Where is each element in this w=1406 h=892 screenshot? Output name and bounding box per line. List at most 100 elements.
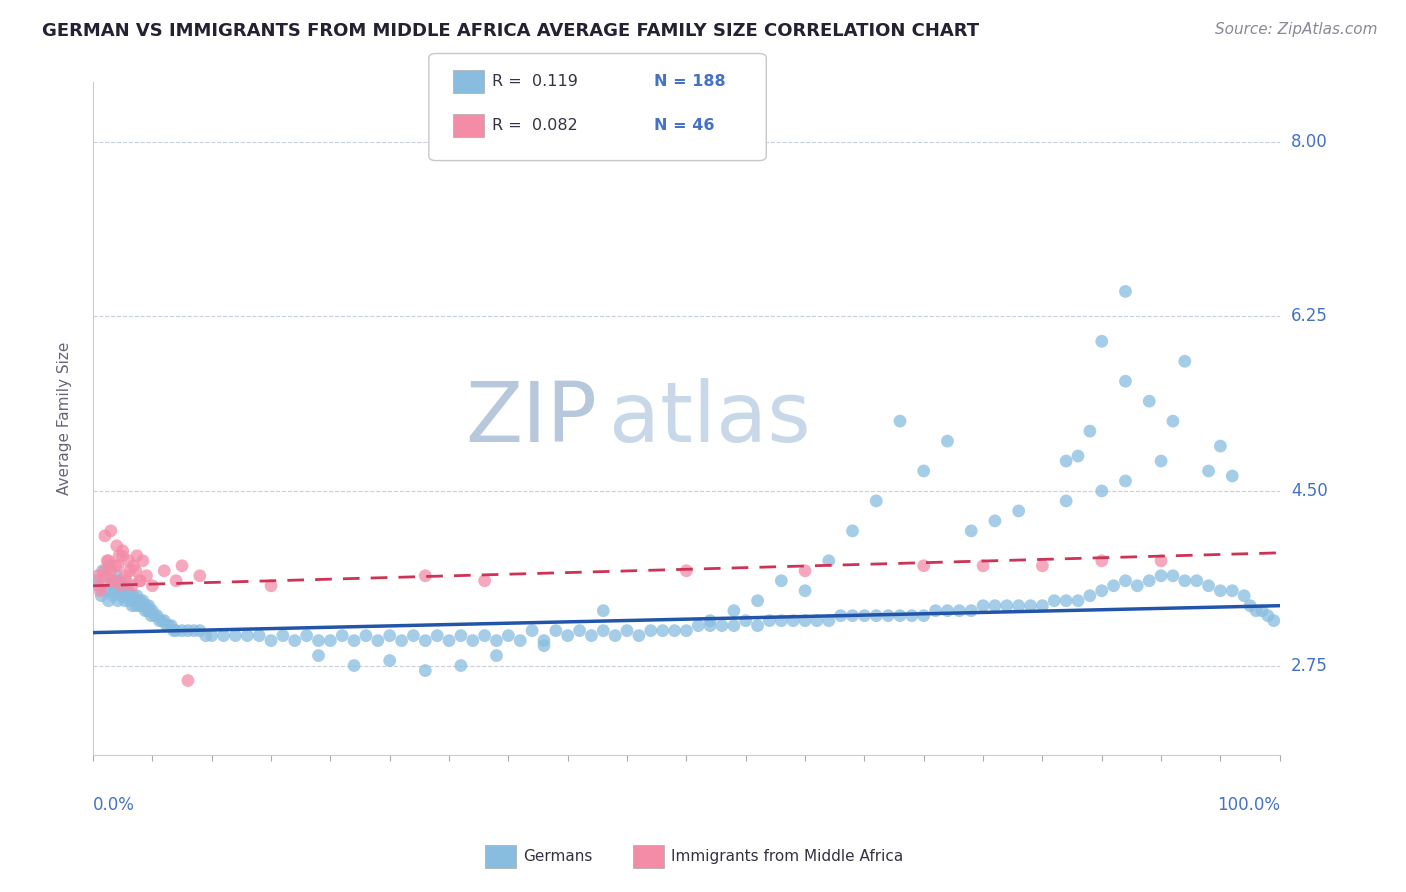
Point [87, 568, 110, 582]
Point [1209, 439, 1232, 453]
Point [1114, 474, 1136, 488]
Point [110, 589, 132, 603]
Point [1126, 579, 1149, 593]
Point [794, 583, 817, 598]
Point [1043, 593, 1066, 607]
Point [1067, 449, 1090, 463]
Point [91, 564, 114, 578]
Point [901, 608, 924, 623]
Point [139, 604, 162, 618]
Point [581, 629, 603, 643]
Point [308, 648, 330, 663]
Point [770, 614, 793, 628]
Point [605, 629, 627, 643]
Point [675, 624, 697, 638]
Point [533, 639, 555, 653]
Point [100, 583, 122, 598]
Point [343, 633, 366, 648]
Point [391, 633, 413, 648]
Point [114, 593, 136, 607]
Point [107, 558, 129, 573]
Point [877, 608, 900, 623]
Point [889, 608, 911, 623]
Point [138, 599, 160, 613]
Point [103, 579, 125, 593]
Point [758, 614, 780, 628]
Point [134, 604, 156, 618]
Point [122, 589, 145, 603]
Point [153, 564, 176, 578]
Point [960, 524, 983, 538]
Point [148, 614, 170, 628]
Point [402, 629, 425, 643]
Point [128, 599, 150, 613]
Point [1150, 454, 1173, 468]
Point [354, 629, 377, 643]
Point [110, 574, 132, 588]
Point [498, 629, 520, 643]
Point [378, 629, 401, 643]
Text: 100.0%: 100.0% [1216, 796, 1279, 814]
Point [806, 614, 828, 628]
Point [118, 564, 141, 578]
Point [627, 629, 650, 643]
Point [128, 574, 150, 588]
Point [912, 464, 935, 478]
Point [121, 599, 143, 613]
Point [103, 589, 125, 603]
Point [247, 629, 270, 643]
Point [794, 564, 817, 578]
Point [165, 574, 187, 588]
Point [699, 618, 721, 632]
Point [450, 629, 472, 643]
Point [183, 624, 205, 638]
Point [97, 554, 120, 568]
Point [100, 564, 122, 578]
Point [1091, 483, 1114, 498]
Point [308, 633, 330, 648]
Point [143, 608, 166, 623]
Point [817, 554, 839, 568]
Point [533, 633, 555, 648]
Text: R =  0.082: R = 0.082 [492, 119, 578, 133]
Point [924, 604, 946, 618]
Point [960, 604, 983, 618]
Point [170, 624, 193, 638]
Point [94, 564, 117, 578]
Point [127, 593, 149, 607]
Point [96, 554, 118, 568]
Point [160, 618, 183, 632]
Point [177, 624, 200, 638]
Point [124, 593, 146, 607]
Point [640, 624, 662, 638]
Text: 8.00: 8.00 [1291, 133, 1327, 151]
Point [104, 583, 127, 598]
Point [1239, 599, 1261, 613]
Text: N = 188: N = 188 [654, 74, 725, 88]
Point [135, 599, 157, 613]
Point [131, 599, 153, 613]
Point [101, 574, 124, 588]
Point [188, 568, 211, 582]
Point [146, 608, 169, 623]
Point [90, 589, 112, 603]
Point [129, 574, 152, 588]
Point [568, 624, 591, 638]
Point [122, 558, 145, 573]
Point [295, 629, 318, 643]
Point [188, 624, 211, 638]
Point [413, 633, 436, 648]
Point [723, 618, 745, 632]
Point [841, 608, 863, 623]
Point [108, 549, 131, 563]
Point [90, 579, 112, 593]
Point [948, 604, 970, 618]
Point [651, 624, 673, 638]
Point [1150, 568, 1173, 582]
Point [699, 614, 721, 628]
Point [592, 624, 614, 638]
Point [1257, 608, 1279, 623]
Point [1008, 599, 1031, 613]
Text: N = 46: N = 46 [654, 119, 714, 133]
Point [865, 494, 887, 508]
